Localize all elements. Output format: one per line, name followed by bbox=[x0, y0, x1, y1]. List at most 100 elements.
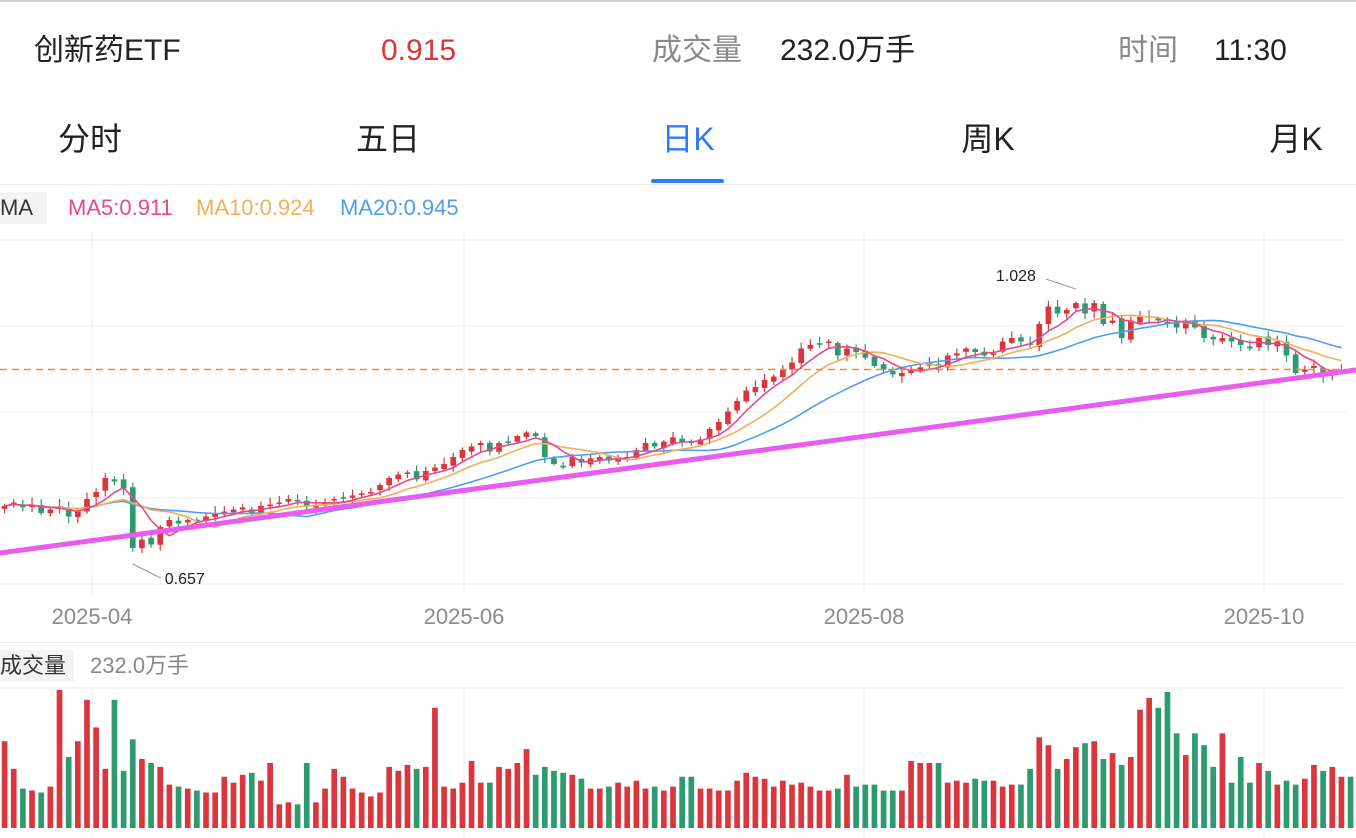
candle-body bbox=[1155, 317, 1162, 321]
candle-body bbox=[1301, 369, 1308, 372]
volume-bar bbox=[441, 786, 447, 828]
volume-label: 成交量 bbox=[652, 34, 742, 67]
candle-body bbox=[129, 487, 136, 548]
tab-monthly-k[interactable]: 月K bbox=[1269, 121, 1323, 157]
tab-five-day[interactable]: 五日 bbox=[355, 121, 420, 157]
tab-intraday[interactable]: 分时 bbox=[57, 121, 122, 157]
candle-body bbox=[285, 499, 292, 502]
candle-body bbox=[38, 505, 45, 513]
volume-bar bbox=[578, 778, 585, 828]
candle-body bbox=[715, 422, 722, 431]
volume-bar bbox=[596, 788, 603, 828]
candle-body bbox=[862, 350, 869, 358]
volume-bar bbox=[642, 788, 649, 828]
candle-body bbox=[514, 436, 521, 442]
volume-bar bbox=[1247, 782, 1253, 828]
x-axis-labels: 2025-04 2025-06 2025-08 2025-10 bbox=[52, 604, 1305, 629]
candle-body bbox=[1082, 303, 1088, 314]
candle-body bbox=[111, 479, 118, 482]
volume-bar bbox=[697, 788, 704, 828]
candle-body bbox=[267, 504, 273, 507]
volume-value: 232.0万手 bbox=[780, 34, 916, 67]
candle-body bbox=[807, 345, 814, 349]
candle-body bbox=[184, 520, 191, 523]
candle-body bbox=[10, 502, 17, 505]
volume-bar bbox=[258, 780, 264, 828]
security-name: 创新药ETF bbox=[34, 34, 181, 67]
volume-bar bbox=[615, 782, 621, 828]
volume-bar bbox=[1228, 782, 1235, 828]
volume-bar bbox=[29, 790, 35, 828]
candle-body bbox=[102, 478, 109, 491]
candle-body bbox=[377, 485, 383, 491]
candle-body bbox=[725, 411, 731, 424]
volume-bar bbox=[1, 741, 8, 828]
volume-bar bbox=[1127, 757, 1134, 828]
volume-bar bbox=[523, 749, 530, 828]
candle-body bbox=[1137, 317, 1143, 323]
volume-bar bbox=[111, 699, 118, 828]
time-label: 时间 bbox=[1118, 34, 1178, 67]
x-tick-label: 2025-08 bbox=[824, 604, 905, 629]
ma-indicator-selector[interactable]: MA bbox=[0, 192, 47, 224]
max-price-label: 1.028 bbox=[996, 268, 1036, 285]
candle-body bbox=[560, 465, 566, 468]
candle-body bbox=[441, 464, 447, 470]
volume-bar bbox=[276, 804, 283, 828]
volume-bar bbox=[651, 786, 658, 828]
volume-bar bbox=[404, 764, 411, 828]
candle-body bbox=[166, 520, 173, 527]
ma20-value: MA20:0.945 bbox=[340, 195, 459, 220]
candle-body bbox=[1164, 321, 1171, 324]
volume-bar bbox=[230, 782, 237, 828]
volume-bar bbox=[84, 699, 90, 828]
candle-body bbox=[770, 376, 777, 382]
volume-bar bbox=[184, 788, 191, 828]
volume-bar bbox=[706, 788, 713, 828]
volume-bar bbox=[688, 776, 695, 828]
volume-bar bbox=[1155, 707, 1162, 828]
volume-divider bbox=[0, 642, 1356, 643]
volume-bar bbox=[395, 770, 402, 828]
candle-body bbox=[1054, 306, 1061, 314]
candle-body bbox=[844, 348, 850, 356]
volume-bar bbox=[1027, 768, 1033, 828]
volume-bar bbox=[606, 786, 612, 828]
candle-body bbox=[1228, 337, 1235, 342]
volume-bar bbox=[862, 784, 869, 828]
ma10-value: MA10:0.924 bbox=[196, 195, 315, 220]
candle-body bbox=[358, 493, 365, 495]
volume-bar bbox=[1338, 776, 1345, 828]
volume-bar bbox=[752, 776, 759, 828]
candle-body bbox=[230, 509, 237, 513]
volume-bar bbox=[999, 786, 1006, 828]
volume-bar bbox=[816, 790, 823, 828]
candle-body bbox=[642, 443, 649, 451]
candle-body bbox=[1311, 366, 1317, 368]
volume-bar bbox=[303, 762, 310, 828]
volume-bar bbox=[386, 766, 392, 828]
volume-bar bbox=[1036, 737, 1043, 828]
volume-bar bbox=[844, 774, 850, 828]
candle-body bbox=[1018, 337, 1024, 342]
x-tick-label: 2025-04 bbox=[52, 604, 133, 629]
volume-bar bbox=[1054, 768, 1061, 828]
chart-grid bbox=[0, 232, 1346, 596]
tab-daily-k[interactable]: 日K bbox=[661, 121, 715, 157]
candle-body bbox=[661, 441, 667, 448]
candle-body bbox=[780, 369, 786, 378]
candle-body bbox=[743, 390, 750, 402]
volume-bar bbox=[551, 770, 557, 828]
volume-bar bbox=[496, 766, 502, 828]
active-tab-indicator bbox=[651, 179, 724, 183]
volume-bar bbox=[74, 741, 81, 828]
candle-body bbox=[1173, 322, 1180, 328]
candle-body bbox=[834, 343, 841, 356]
volume-bar bbox=[1256, 762, 1262, 828]
volume-bar bbox=[450, 788, 457, 828]
tab-weekly-k[interactable]: 周K bbox=[961, 121, 1015, 157]
volume-bar bbox=[734, 780, 740, 828]
candle-body bbox=[798, 348, 805, 364]
volume-indicator-selector[interactable]: 成交量 bbox=[0, 650, 75, 682]
